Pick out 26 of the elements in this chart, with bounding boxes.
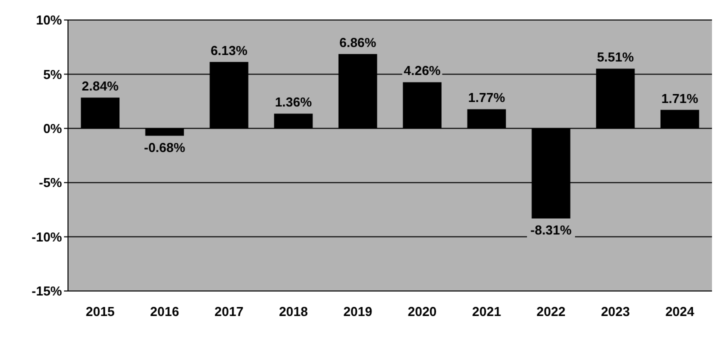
data-label: 6.13% [210, 42, 248, 58]
x-tick-label: 2023 [600, 304, 630, 319]
data-label: -8.31% [530, 222, 572, 238]
y-tick-label: -15% [32, 284, 62, 299]
x-tick-label: 2015 [86, 304, 115, 319]
x-tick-label: 2016 [150, 304, 180, 319]
data-label: 2.84% [82, 78, 120, 94]
data-label: 6.86% [339, 35, 377, 50]
x-tick-label: 2019 [343, 304, 372, 319]
x-tick-label: 2018 [278, 304, 308, 319]
y-tick-label: -10% [32, 229, 62, 244]
data-label: 4.26% [404, 63, 442, 78]
x-tick-label: 2017 [214, 304, 244, 319]
data-label: 1.71% [661, 90, 699, 106]
x-tick-label: 2021 [472, 304, 502, 319]
y-tick-label: 5% [43, 66, 62, 82]
x-tick-label: 2024 [665, 304, 696, 319]
y-tick-label: 10% [36, 12, 62, 28]
data-label: -0.68% [144, 140, 186, 155]
x-tick-label: 2022 [536, 304, 566, 319]
data-label: 1.36% [274, 94, 312, 110]
y-tick-label: -5% [38, 175, 62, 190]
data-label: 5.51% [596, 50, 634, 65]
data-label: 1.77% [468, 90, 506, 106]
x-tick-label: 2020 [408, 304, 437, 319]
y-tick-label: 0% [43, 120, 62, 136]
